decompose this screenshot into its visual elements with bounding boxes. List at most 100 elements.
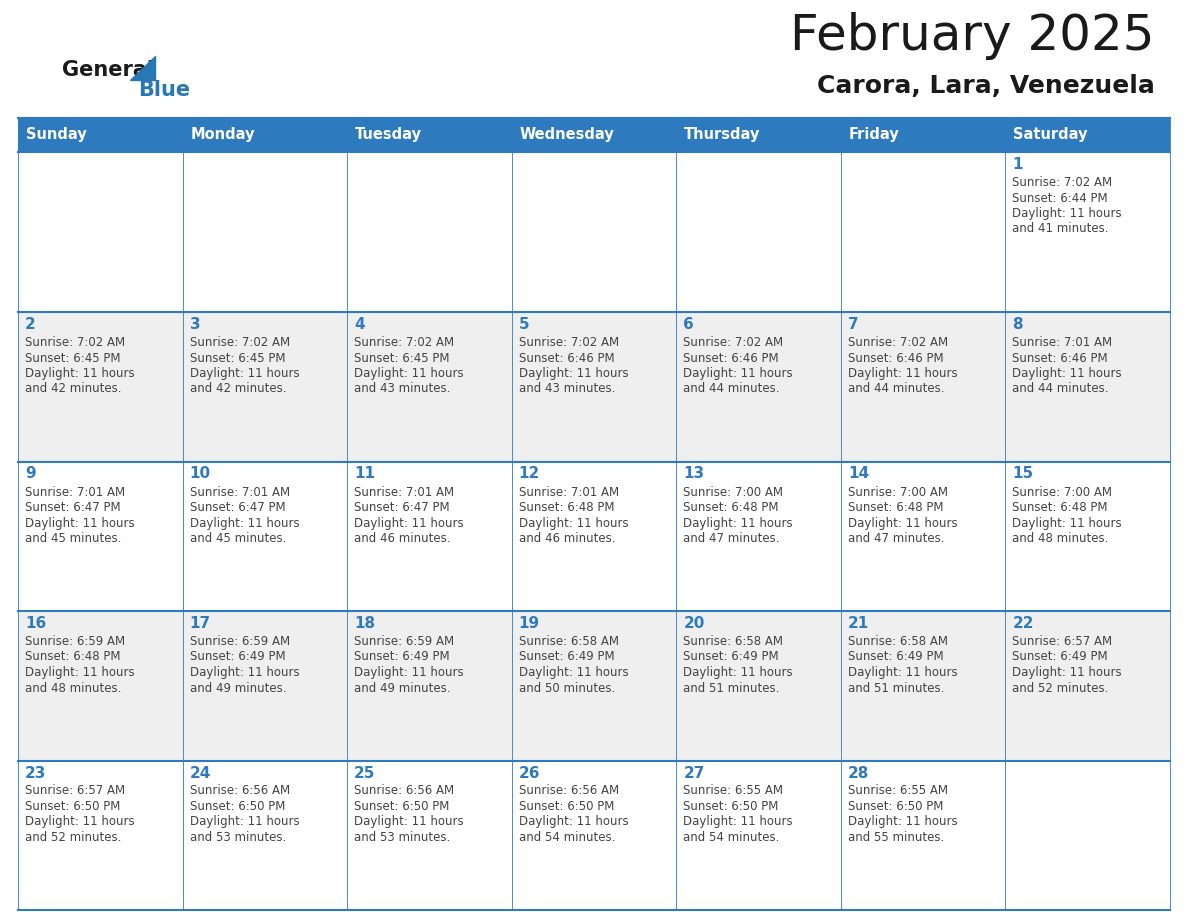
Text: and 51 minutes.: and 51 minutes. bbox=[683, 681, 779, 695]
Text: 18: 18 bbox=[354, 616, 375, 631]
Text: and 50 minutes.: and 50 minutes. bbox=[519, 681, 615, 695]
Text: 17: 17 bbox=[190, 616, 210, 631]
Bar bbox=[841, 118, 1005, 152]
Text: Sunset: 6:47 PM: Sunset: 6:47 PM bbox=[354, 501, 450, 514]
Text: February 2025: February 2025 bbox=[790, 12, 1155, 60]
Text: and 53 minutes.: and 53 minutes. bbox=[190, 831, 286, 844]
Text: Sunset: 6:48 PM: Sunset: 6:48 PM bbox=[848, 501, 943, 514]
Text: 23: 23 bbox=[25, 766, 46, 780]
Text: Sunset: 6:49 PM: Sunset: 6:49 PM bbox=[683, 651, 779, 664]
Text: Daylight: 11 hours: Daylight: 11 hours bbox=[1012, 367, 1121, 380]
Text: and 42 minutes.: and 42 minutes. bbox=[25, 383, 121, 396]
Text: Daylight: 11 hours: Daylight: 11 hours bbox=[354, 517, 463, 530]
Text: 3: 3 bbox=[190, 317, 201, 332]
Text: Sunset: 6:49 PM: Sunset: 6:49 PM bbox=[519, 651, 614, 664]
Text: Daylight: 11 hours: Daylight: 11 hours bbox=[1012, 517, 1121, 530]
Text: Daylight: 11 hours: Daylight: 11 hours bbox=[190, 517, 299, 530]
Text: and 54 minutes.: and 54 minutes. bbox=[683, 831, 779, 844]
Text: Sunrise: 6:59 AM: Sunrise: 6:59 AM bbox=[25, 635, 125, 648]
Bar bbox=[18, 611, 1170, 760]
Text: and 54 minutes.: and 54 minutes. bbox=[519, 831, 615, 844]
Text: Daylight: 11 hours: Daylight: 11 hours bbox=[190, 815, 299, 829]
Text: Daylight: 11 hours: Daylight: 11 hours bbox=[190, 367, 299, 380]
Text: and 46 minutes.: and 46 minutes. bbox=[519, 532, 615, 545]
Text: and 43 minutes.: and 43 minutes. bbox=[354, 383, 450, 396]
Text: Sunset: 6:47 PM: Sunset: 6:47 PM bbox=[25, 501, 121, 514]
Text: Sunset: 6:44 PM: Sunset: 6:44 PM bbox=[1012, 192, 1108, 205]
Text: Sunrise: 7:00 AM: Sunrise: 7:00 AM bbox=[848, 486, 948, 498]
Text: 14: 14 bbox=[848, 466, 868, 482]
Text: Sunrise: 6:56 AM: Sunrise: 6:56 AM bbox=[519, 785, 619, 798]
Bar bbox=[183, 118, 347, 152]
Text: and 47 minutes.: and 47 minutes. bbox=[848, 532, 944, 545]
Text: 26: 26 bbox=[519, 766, 541, 780]
Text: Sunrise: 7:02 AM: Sunrise: 7:02 AM bbox=[848, 336, 948, 349]
Text: Sunrise: 7:02 AM: Sunrise: 7:02 AM bbox=[519, 336, 619, 349]
Text: Tuesday: Tuesday bbox=[355, 128, 422, 142]
Text: 15: 15 bbox=[1012, 466, 1034, 482]
Text: Daylight: 11 hours: Daylight: 11 hours bbox=[25, 517, 134, 530]
Text: Sunrise: 7:00 AM: Sunrise: 7:00 AM bbox=[1012, 486, 1112, 498]
Text: 28: 28 bbox=[848, 766, 870, 780]
Text: 20: 20 bbox=[683, 616, 704, 631]
Text: Daylight: 11 hours: Daylight: 11 hours bbox=[683, 517, 792, 530]
Text: Sunrise: 6:56 AM: Sunrise: 6:56 AM bbox=[190, 785, 290, 798]
Text: Sunset: 6:48 PM: Sunset: 6:48 PM bbox=[1012, 501, 1108, 514]
Text: Sunset: 6:48 PM: Sunset: 6:48 PM bbox=[519, 501, 614, 514]
Bar bbox=[347, 118, 512, 152]
Text: 10: 10 bbox=[190, 466, 210, 482]
Text: Daylight: 11 hours: Daylight: 11 hours bbox=[354, 367, 463, 380]
Text: and 48 minutes.: and 48 minutes. bbox=[1012, 532, 1108, 545]
Text: Sunset: 6:50 PM: Sunset: 6:50 PM bbox=[683, 800, 778, 813]
Text: Sunset: 6:50 PM: Sunset: 6:50 PM bbox=[848, 800, 943, 813]
Text: and 47 minutes.: and 47 minutes. bbox=[683, 532, 779, 545]
Bar bbox=[18, 312, 1170, 462]
Text: Daylight: 11 hours: Daylight: 11 hours bbox=[519, 517, 628, 530]
Text: 25: 25 bbox=[354, 766, 375, 780]
Text: Sunrise: 7:00 AM: Sunrise: 7:00 AM bbox=[683, 486, 783, 498]
Text: Sunrise: 6:59 AM: Sunrise: 6:59 AM bbox=[190, 635, 290, 648]
Bar bbox=[676, 118, 841, 152]
Text: Sunrise: 7:01 AM: Sunrise: 7:01 AM bbox=[354, 486, 454, 498]
Text: Sunrise: 6:58 AM: Sunrise: 6:58 AM bbox=[848, 635, 948, 648]
Text: Daylight: 11 hours: Daylight: 11 hours bbox=[1012, 666, 1121, 679]
Text: Blue: Blue bbox=[138, 80, 190, 100]
Text: Saturday: Saturday bbox=[1013, 128, 1088, 142]
Text: Sunset: 6:50 PM: Sunset: 6:50 PM bbox=[519, 800, 614, 813]
Text: Sunrise: 7:01 AM: Sunrise: 7:01 AM bbox=[1012, 336, 1112, 349]
Text: Sunset: 6:50 PM: Sunset: 6:50 PM bbox=[354, 800, 449, 813]
Text: 16: 16 bbox=[25, 616, 46, 631]
Text: Sunset: 6:46 PM: Sunset: 6:46 PM bbox=[1012, 352, 1108, 364]
Text: and 45 minutes.: and 45 minutes. bbox=[190, 532, 286, 545]
Text: Sunset: 6:49 PM: Sunset: 6:49 PM bbox=[190, 651, 285, 664]
Text: and 52 minutes.: and 52 minutes. bbox=[1012, 681, 1108, 695]
Text: Sunday: Sunday bbox=[26, 128, 87, 142]
Text: Sunrise: 6:56 AM: Sunrise: 6:56 AM bbox=[354, 785, 454, 798]
Text: Sunset: 6:49 PM: Sunset: 6:49 PM bbox=[848, 651, 943, 664]
Text: Sunset: 6:48 PM: Sunset: 6:48 PM bbox=[25, 651, 120, 664]
Text: and 49 minutes.: and 49 minutes. bbox=[190, 681, 286, 695]
Text: 12: 12 bbox=[519, 466, 541, 482]
Text: Daylight: 11 hours: Daylight: 11 hours bbox=[848, 367, 958, 380]
Text: Sunrise: 6:59 AM: Sunrise: 6:59 AM bbox=[354, 635, 454, 648]
Text: Daylight: 11 hours: Daylight: 11 hours bbox=[519, 815, 628, 829]
Bar bbox=[18, 462, 1170, 611]
Text: and 42 minutes.: and 42 minutes. bbox=[190, 383, 286, 396]
Text: Sunrise: 7:02 AM: Sunrise: 7:02 AM bbox=[25, 336, 125, 349]
Text: Daylight: 11 hours: Daylight: 11 hours bbox=[519, 666, 628, 679]
Text: 5: 5 bbox=[519, 317, 530, 332]
Text: Daylight: 11 hours: Daylight: 11 hours bbox=[519, 367, 628, 380]
Text: 21: 21 bbox=[848, 616, 870, 631]
Text: Sunrise: 7:02 AM: Sunrise: 7:02 AM bbox=[1012, 176, 1112, 189]
Text: Sunrise: 6:58 AM: Sunrise: 6:58 AM bbox=[683, 635, 783, 648]
Text: Daylight: 11 hours: Daylight: 11 hours bbox=[683, 815, 792, 829]
Text: and 48 minutes.: and 48 minutes. bbox=[25, 681, 121, 695]
Text: Daylight: 11 hours: Daylight: 11 hours bbox=[354, 666, 463, 679]
Bar bbox=[512, 118, 676, 152]
Text: Sunset: 6:47 PM: Sunset: 6:47 PM bbox=[190, 501, 285, 514]
Text: Sunset: 6:46 PM: Sunset: 6:46 PM bbox=[683, 352, 779, 364]
Text: Sunset: 6:48 PM: Sunset: 6:48 PM bbox=[683, 501, 779, 514]
Text: 9: 9 bbox=[25, 466, 36, 482]
Text: Daylight: 11 hours: Daylight: 11 hours bbox=[848, 666, 958, 679]
Text: Friday: Friday bbox=[849, 128, 899, 142]
